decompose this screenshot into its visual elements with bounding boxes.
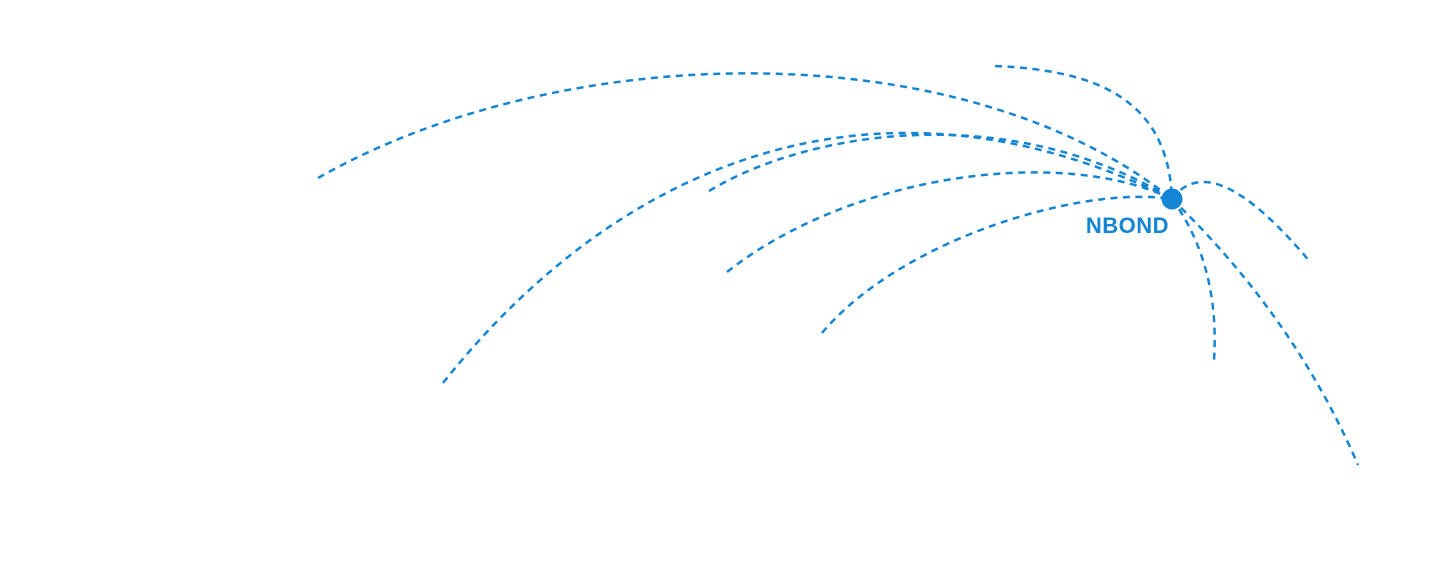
- graph-node-label[interactable]: NBOND: [1083, 211, 1171, 241]
- edge-far-left: [317, 72, 1173, 200]
- edge-lower-left: [442, 131, 1173, 384]
- edge-down: [1170, 198, 1216, 361]
- graph-node[interactable]: [1161, 188, 1183, 210]
- edge-mid-left-lower: [821, 195, 1173, 334]
- edge-down-right: [1171, 198, 1360, 466]
- edge-top: [994, 64, 1174, 200]
- edge-mid-left-upper: [708, 133, 1173, 201]
- edge-right: [1171, 180, 1312, 264]
- edge-mid-left: [726, 171, 1173, 273]
- edges-layer: [317, 64, 1360, 466]
